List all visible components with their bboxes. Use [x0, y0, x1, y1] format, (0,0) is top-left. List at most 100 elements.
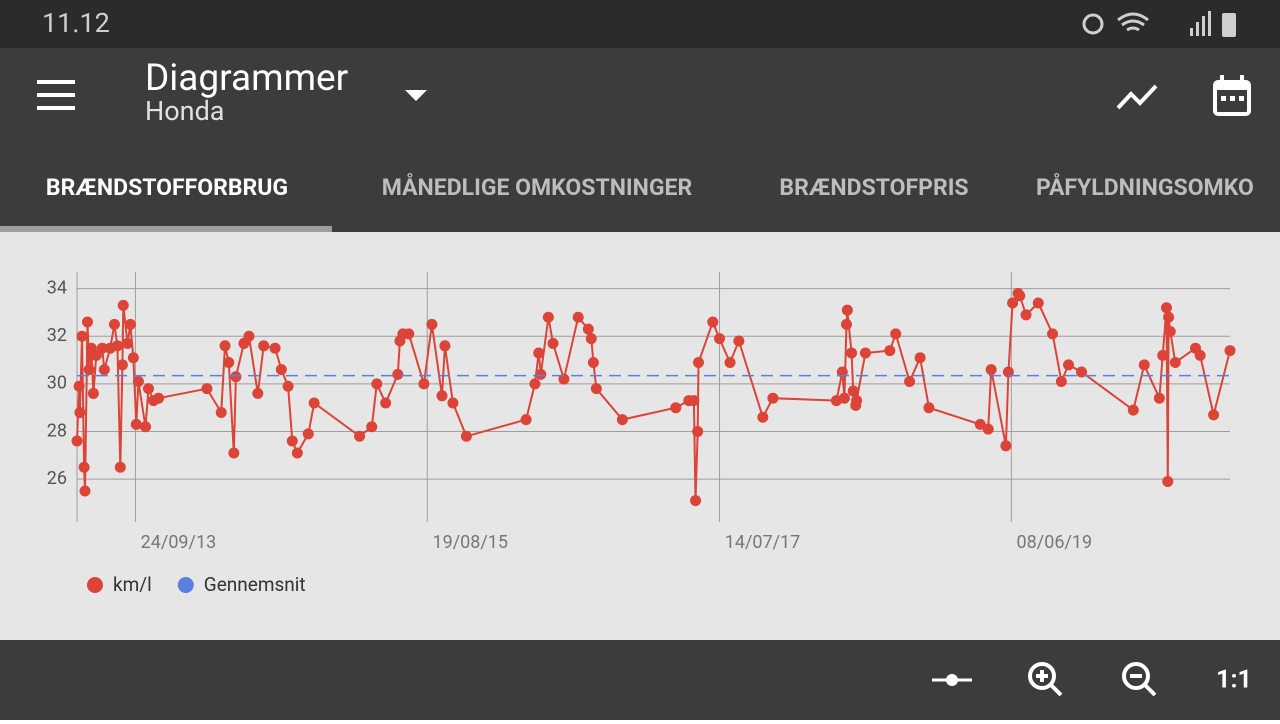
data-point — [974, 418, 986, 430]
data-point — [767, 392, 779, 404]
data-point — [243, 330, 255, 342]
y-tick-label: 28 — [47, 420, 67, 441]
data-point — [847, 385, 859, 397]
data-point — [228, 447, 240, 459]
data-point — [111, 340, 123, 352]
data-point — [1002, 366, 1014, 378]
legend-swatch — [177, 577, 194, 593]
data-point — [87, 387, 99, 399]
data-point — [585, 333, 597, 345]
data-point — [1153, 392, 1165, 404]
y-tick-label: 26 — [47, 468, 67, 489]
data-point — [714, 333, 726, 345]
data-point — [1000, 440, 1012, 452]
data-point — [121, 337, 133, 349]
data-point — [985, 364, 997, 376]
data-point — [269, 342, 281, 354]
data-point — [447, 397, 459, 409]
data-point — [83, 364, 95, 376]
data-point — [1162, 476, 1174, 488]
data-point — [140, 421, 152, 433]
data-point — [558, 373, 570, 385]
reset-zoom-button[interactable]: 1:1 — [1216, 666, 1252, 695]
status-bar — [0, 0, 1280, 48]
data-point — [78, 461, 90, 473]
data-point — [1138, 359, 1150, 371]
vehicle-dropdown[interactable] — [405, 90, 427, 101]
tab[interactable]: MÅNEDLIGE OMKOSTNINGER — [382, 172, 693, 201]
data-point — [127, 352, 139, 364]
data-point — [371, 378, 383, 390]
data-point — [426, 318, 438, 330]
data-point — [275, 364, 287, 376]
x-tick-label: 19/08/15 — [432, 532, 508, 553]
data-point — [547, 337, 559, 349]
data-point — [535, 368, 547, 380]
chart-area — [0, 232, 1280, 640]
legend-label: km/l — [113, 573, 152, 596]
data-point — [982, 423, 994, 435]
data-point — [529, 378, 541, 390]
data-point — [1163, 311, 1175, 323]
data-point — [286, 435, 298, 447]
data-point — [1194, 349, 1206, 361]
data-point — [1157, 349, 1169, 361]
zoom-out-button[interactable] — [1122, 662, 1157, 697]
tab[interactable]: PÅFYLDNINGSOMKO — [1036, 172, 1254, 201]
y-tick-label: 32 — [47, 325, 67, 346]
data-point — [153, 392, 165, 404]
zoom-in-button[interactable] — [1028, 662, 1063, 697]
data-point — [692, 426, 704, 438]
data-point — [73, 380, 85, 392]
data-point — [230, 371, 242, 383]
x-tick-label: 08/06/19 — [1017, 532, 1093, 553]
data-point — [380, 397, 392, 409]
data-point — [108, 318, 120, 330]
data-point — [707, 316, 719, 328]
data-point — [1063, 359, 1075, 371]
x-tick-label: 14/07/17 — [725, 532, 801, 553]
chart-type-button[interactable] — [1116, 84, 1158, 110]
data-point — [692, 356, 704, 368]
data-point — [291, 447, 303, 459]
data-point — [1169, 356, 1181, 368]
tab[interactable]: BRÆNDSTOFFORBRUG — [46, 174, 288, 201]
data-point — [258, 340, 270, 352]
data-point — [914, 352, 926, 364]
data-point — [142, 383, 154, 395]
data-point — [96, 342, 108, 354]
x-tick-label: 24/09/13 — [141, 532, 217, 553]
data-point — [757, 411, 769, 423]
data-point — [841, 318, 853, 330]
data-point — [219, 340, 231, 352]
calendar-button[interactable] — [1213, 75, 1251, 116]
data-point — [436, 390, 448, 402]
data-point — [841, 304, 853, 316]
data-point — [851, 395, 863, 407]
data-point — [590, 383, 602, 395]
data-point — [1014, 290, 1026, 302]
data-point — [392, 368, 404, 380]
menu-button[interactable] — [37, 80, 75, 110]
tab-bar: BRÆNDSTOFFORBRUG MÅNEDLIGE OMKOSTNINGER … — [0, 172, 1254, 232]
data-point — [418, 378, 430, 390]
data-point — [690, 495, 702, 507]
data-point — [132, 376, 144, 388]
data-point — [838, 392, 850, 404]
data-point — [201, 383, 213, 395]
data-point — [582, 323, 594, 335]
data-point — [82, 316, 94, 328]
data-point — [616, 414, 628, 426]
data-point — [308, 397, 320, 409]
data-point — [1055, 376, 1067, 388]
data-point — [859, 347, 871, 359]
data-point — [1076, 366, 1088, 378]
status-icons — [1082, 11, 1236, 37]
tab[interactable]: BRÆNDSTOFPRIS — [779, 174, 968, 201]
data-point — [533, 347, 545, 359]
data-point — [116, 359, 128, 371]
data-point — [1127, 404, 1139, 416]
data-point — [124, 318, 136, 330]
zoom-slider-button[interactable] — [932, 674, 972, 686]
data-point — [98, 364, 110, 376]
